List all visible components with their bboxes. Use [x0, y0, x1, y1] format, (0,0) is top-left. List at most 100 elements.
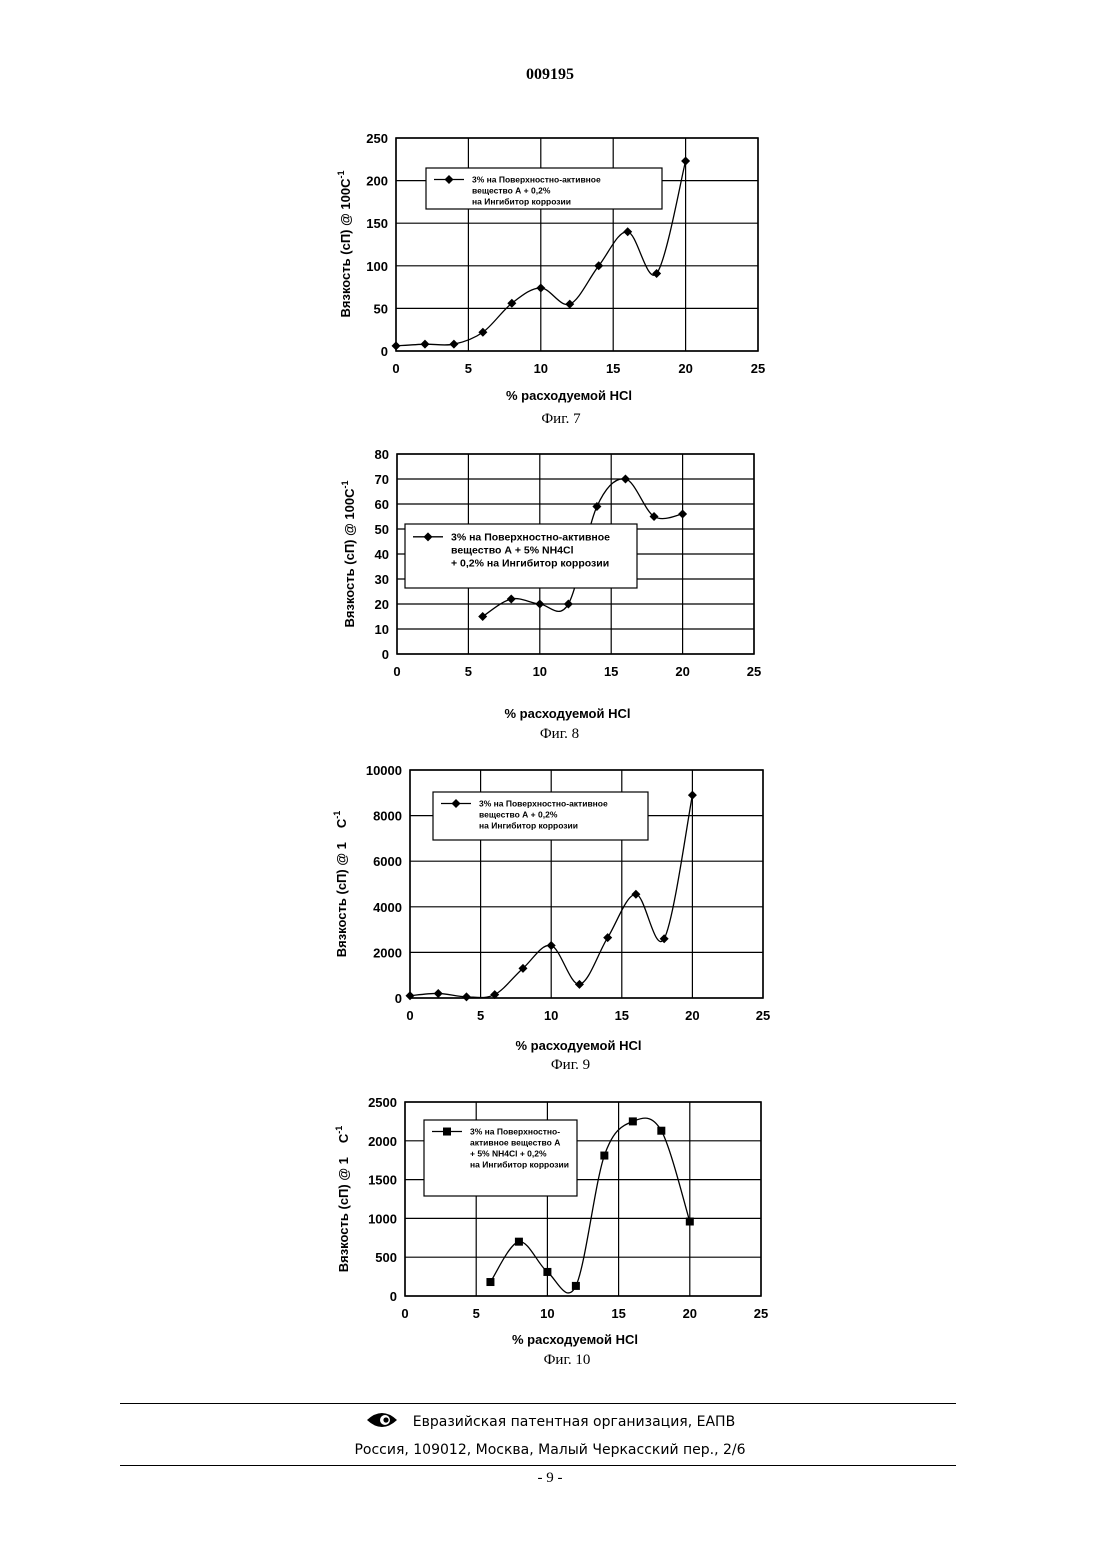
figure-caption: Фиг. 8 — [540, 726, 579, 742]
footer-bottom-rule — [120, 1465, 956, 1466]
data-point — [592, 502, 601, 511]
y-axis-label: Вязкость (сП) @ 1С-1 — [332, 811, 349, 958]
x-tick-label: 20 — [678, 361, 692, 376]
y-tick-label: 2000 — [368, 1134, 397, 1149]
data-point — [572, 1282, 580, 1290]
x-tick-label: 10 — [544, 1008, 558, 1023]
data-point — [406, 991, 415, 1000]
y-tick-label: 0 — [382, 647, 389, 662]
legend-label-line: на Ингибитор коррозии — [470, 1160, 569, 1170]
y-tick-label: 0 — [381, 344, 388, 359]
data-point — [486, 1278, 494, 1286]
x-tick-label: 20 — [683, 1306, 697, 1321]
x-tick-label: 5 — [465, 664, 472, 679]
data-point — [434, 989, 443, 998]
y-tick-label: 2500 — [368, 1095, 397, 1110]
data-point — [449, 340, 458, 349]
y-tick-label: 150 — [366, 216, 388, 231]
x-tick-label: 5 — [473, 1306, 480, 1321]
y-tick-label: 70 — [375, 472, 389, 487]
data-point — [686, 1218, 694, 1226]
chart-fig-7: 05101520250501001502002503% на Поверхнос… — [0, 128, 1100, 428]
data-point — [515, 1238, 523, 1246]
data-point — [678, 510, 687, 519]
legend-label-line: вещество А + 5% NH4Cl — [451, 545, 574, 557]
figure-caption: Фиг. 10 — [544, 1352, 591, 1368]
x-tick-label: 20 — [685, 1008, 699, 1023]
x-tick-label: 15 — [611, 1306, 625, 1321]
y-tick-label: 10 — [375, 622, 389, 637]
organization-address: Россия, 109012, Москва, Малый Черкасский… — [0, 1442, 1100, 1458]
data-point — [657, 1127, 665, 1135]
data-point — [688, 791, 697, 800]
y-tick-label: 100 — [366, 259, 388, 274]
x-tick-label: 10 — [534, 361, 548, 376]
legend-label-line: на Ингибитор коррозии — [472, 197, 571, 207]
data-point — [420, 340, 429, 349]
chart-fig-10: 0510152025050010001500200025003% на Пове… — [0, 1088, 1100, 1378]
legend: 3% на Поверхностно-активноевещество А + … — [433, 792, 648, 840]
y-tick-label: 60 — [375, 497, 389, 512]
legend: 3% на Поверхностно-активное вещество А+ … — [424, 1120, 577, 1196]
data-point — [594, 261, 603, 270]
x-tick-label: 20 — [675, 664, 689, 679]
data-point — [392, 341, 401, 350]
y-tick-label: 250 — [366, 131, 388, 146]
y-tick-label: 50 — [374, 301, 388, 316]
data-point — [536, 283, 545, 292]
data-point — [564, 600, 573, 609]
page-number: - 9 - — [0, 1470, 1100, 1487]
legend-key-marker — [443, 1128, 451, 1136]
y-tick-label: 4000 — [373, 900, 402, 915]
data-point — [565, 300, 574, 309]
legend-label-line: + 5% NH4Cl + 0,2% — [470, 1149, 547, 1159]
y-tick-label: 30 — [375, 572, 389, 587]
x-tick-label: 15 — [604, 664, 618, 679]
legend-label-line: вещество А + 0,2% — [472, 186, 551, 196]
document-number: 009195 — [0, 66, 1100, 84]
x-tick-label: 15 — [606, 361, 620, 376]
data-point — [603, 933, 612, 942]
legend-label-line: + 0,2% на Ингибитор коррозии — [451, 558, 609, 570]
x-tick-label: 25 — [747, 664, 761, 679]
data-point — [575, 980, 584, 989]
data-point — [600, 1152, 608, 1160]
data-point — [507, 595, 516, 604]
data-point — [652, 269, 661, 278]
y-tick-label: 0 — [390, 1289, 397, 1304]
x-tick-label: 0 — [393, 664, 400, 679]
legend-label-line: 3% на Поверхностно-активное — [451, 532, 610, 544]
y-tick-label: 6000 — [373, 854, 402, 869]
y-tick-label: 2000 — [373, 945, 402, 960]
legend-label-line: активное вещество А — [470, 1138, 560, 1148]
x-tick-label: 10 — [533, 664, 547, 679]
data-point — [543, 1268, 551, 1276]
figure-caption: Фиг. 7 — [541, 411, 581, 427]
chart-fig-8: 0510152025010203040506070803% на Поверхн… — [0, 440, 1100, 750]
data-point — [629, 1117, 637, 1125]
legend-label-line: вещество А + 0,2% — [479, 810, 558, 820]
legend-label-line: 3% на Поверхностно-активное — [479, 799, 608, 809]
legend: 3% на Поверхностно-активноевещество А + … — [405, 524, 637, 588]
y-tick-label: 500 — [375, 1250, 397, 1265]
legend-label-line: 3% на Поверхностно-активное — [472, 175, 601, 185]
y-axis-label: Вязкость (сП) @ 100С-1 — [336, 171, 353, 318]
x-axis-label: % расходуемой HCl — [512, 1332, 638, 1347]
data-point — [462, 992, 471, 1001]
figure-caption: Фиг. 9 — [551, 1057, 590, 1073]
x-tick-label: 0 — [392, 361, 399, 376]
x-tick-label: 25 — [756, 1008, 770, 1023]
y-tick-label: 1000 — [368, 1211, 397, 1226]
x-axis-label: % расходуемой HCl — [505, 706, 631, 721]
data-point — [478, 612, 487, 621]
x-tick-label: 5 — [465, 361, 472, 376]
y-tick-label: 40 — [375, 547, 389, 562]
data-point — [621, 475, 630, 484]
x-tick-label: 10 — [540, 1306, 554, 1321]
organization-name: Евразийская патентная организация, ЕАПВ — [413, 1414, 735, 1430]
x-axis-label: % расходуемой HCl — [506, 388, 632, 403]
y-tick-label: 1500 — [368, 1173, 397, 1188]
y-tick-label: 50 — [375, 522, 389, 537]
data-point — [681, 157, 690, 166]
y-tick-label: 20 — [375, 597, 389, 612]
